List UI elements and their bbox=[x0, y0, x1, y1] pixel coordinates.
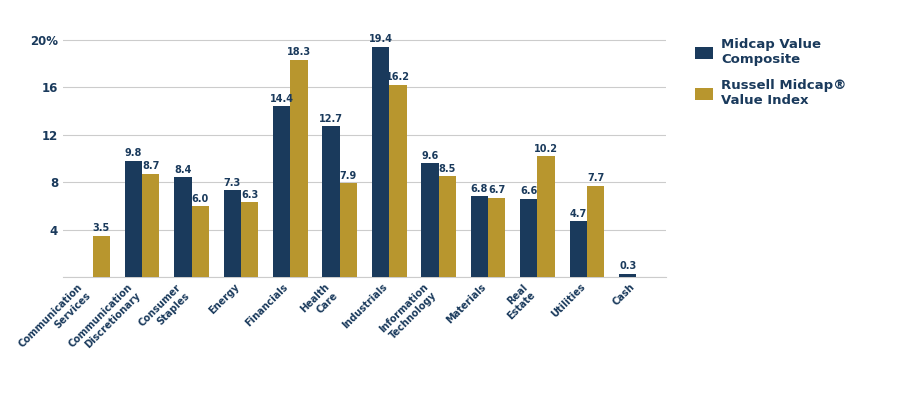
Text: 19.4: 19.4 bbox=[369, 34, 392, 44]
Text: 6.3: 6.3 bbox=[241, 190, 258, 200]
Bar bbox=[438, 176, 456, 277]
Text: 7.7: 7.7 bbox=[587, 173, 604, 183]
Bar bbox=[340, 183, 357, 277]
Text: 3.5: 3.5 bbox=[93, 223, 110, 233]
Text: 6.0: 6.0 bbox=[192, 194, 209, 204]
Bar bbox=[389, 85, 407, 277]
Text: 12.7: 12.7 bbox=[320, 114, 343, 124]
Text: 9.6: 9.6 bbox=[421, 151, 438, 161]
Text: 16.2: 16.2 bbox=[386, 72, 410, 82]
Bar bbox=[273, 106, 291, 277]
Bar bbox=[520, 199, 537, 277]
Text: 8.4: 8.4 bbox=[175, 165, 192, 175]
Text: 6.6: 6.6 bbox=[520, 187, 537, 196]
Bar bbox=[223, 190, 241, 277]
Bar bbox=[322, 126, 340, 277]
Bar bbox=[488, 198, 506, 277]
Bar bbox=[93, 236, 110, 277]
Bar bbox=[142, 174, 159, 277]
Bar bbox=[125, 161, 142, 277]
Text: 0.3: 0.3 bbox=[619, 261, 636, 271]
Bar bbox=[537, 156, 554, 277]
Bar bbox=[471, 196, 488, 277]
Text: 8.7: 8.7 bbox=[142, 162, 159, 171]
Bar bbox=[570, 221, 587, 277]
Bar bbox=[372, 47, 389, 277]
Legend: Midcap Value
Composite, Russell Midcap®
Value Index: Midcap Value Composite, Russell Midcap® … bbox=[690, 34, 850, 111]
Text: 8.5: 8.5 bbox=[438, 164, 456, 174]
Text: 10.2: 10.2 bbox=[534, 144, 558, 154]
Text: 7.3: 7.3 bbox=[224, 178, 241, 188]
Text: 7.9: 7.9 bbox=[340, 171, 357, 181]
Text: 9.8: 9.8 bbox=[125, 148, 142, 158]
Text: 6.7: 6.7 bbox=[488, 185, 505, 195]
Bar bbox=[175, 177, 192, 277]
Bar bbox=[192, 206, 209, 277]
Bar bbox=[241, 202, 258, 277]
Bar bbox=[587, 186, 604, 277]
Text: 14.4: 14.4 bbox=[270, 94, 293, 104]
Text: 18.3: 18.3 bbox=[287, 48, 311, 57]
Bar bbox=[619, 274, 636, 277]
Bar bbox=[421, 163, 438, 277]
Text: 6.8: 6.8 bbox=[471, 184, 488, 194]
Text: 4.7: 4.7 bbox=[570, 209, 587, 219]
Bar bbox=[291, 60, 308, 277]
